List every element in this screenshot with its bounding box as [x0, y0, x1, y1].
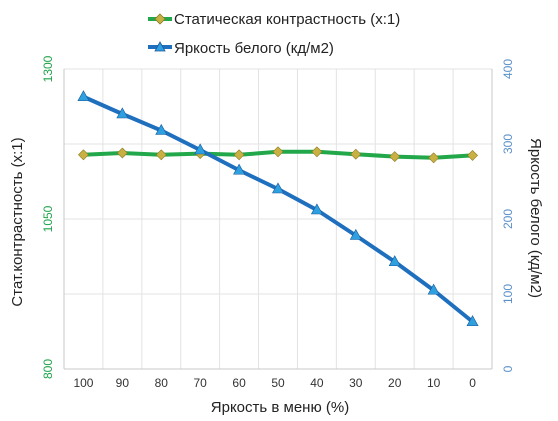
- right-axis-ticks: 0 100 200 300 400: [501, 59, 515, 373]
- series-layer: [77, 90, 479, 327]
- right-tick-label: 100: [501, 284, 515, 304]
- left-tick-label: 1300: [41, 55, 55, 82]
- right-axis-title: Яркость белого (кд/м2): [527, 138, 544, 298]
- data-point-brightness: [77, 90, 90, 102]
- left-tick-label: 1050: [41, 205, 55, 232]
- right-tick-label: 0: [501, 365, 515, 372]
- data-point-brightness: [388, 255, 401, 267]
- legend: Статическая контрастность (x:1) Яркость …: [148, 11, 400, 57]
- data-point-contrast: [78, 149, 89, 161]
- x-tick-label: 0: [469, 376, 476, 390]
- left-axis-ticks: 800 1050 1300: [41, 55, 55, 379]
- legend-item-brightness: Яркость белого (кд/м2): [148, 40, 334, 57]
- x-tick-label: 50: [271, 376, 285, 390]
- data-point-contrast: [428, 152, 440, 164]
- x-tick-label: 30: [349, 376, 363, 390]
- data-point-contrast: [311, 146, 323, 158]
- legend-marker-contrast: [154, 13, 166, 25]
- data-point-brightness: [271, 182, 285, 194]
- data-point-brightness: [233, 163, 246, 175]
- left-tick-label: 800: [41, 359, 55, 379]
- data-point-brightness: [466, 315, 479, 327]
- legend-marker-brightness: [154, 41, 166, 52]
- data-point-contrast: [233, 149, 245, 161]
- x-tick-label: 100: [73, 376, 93, 390]
- data-point-brightness: [194, 143, 207, 155]
- legend-item-contrast: Статическая контрастность (x:1): [148, 11, 400, 28]
- x-tick-label: 60: [232, 376, 246, 390]
- right-tick-label: 200: [501, 209, 515, 229]
- data-point-brightness: [155, 123, 168, 135]
- right-tick-label: 300: [501, 134, 515, 154]
- data-point-contrast: [116, 147, 128, 159]
- data-point-brightness: [310, 203, 323, 215]
- grid-lines: [63, 68, 493, 370]
- legend-label-brightness: Яркость белого (кд/м2): [174, 40, 334, 57]
- data-point-contrast: [389, 151, 401, 163]
- x-tick-label: 70: [194, 376, 208, 390]
- data-point-brightness: [349, 228, 362, 240]
- data-point-brightness: [116, 107, 129, 119]
- data-point-brightness: [427, 283, 440, 295]
- left-axis-title: Стат.контрастность (x:1): [9, 137, 26, 306]
- x-tick-label: 20: [388, 376, 402, 390]
- data-point-contrast: [350, 148, 362, 160]
- x-axis-title: Яркость в меню (%): [211, 399, 349, 416]
- x-tick-label: 10: [427, 376, 441, 390]
- data-point-contrast: [272, 146, 284, 158]
- x-tick-label: 80: [155, 376, 169, 390]
- x-axis-ticks: 100 90 80 70 60 50 40 30 20 10 0: [73, 376, 476, 390]
- data-point-contrast: [155, 149, 167, 161]
- x-tick-label: 90: [116, 376, 130, 390]
- legend-label-contrast: Статическая контрастность (x:1): [174, 11, 400, 28]
- x-tick-label: 40: [310, 376, 324, 390]
- right-tick-label: 400: [501, 59, 515, 79]
- data-point-contrast: [467, 149, 478, 161]
